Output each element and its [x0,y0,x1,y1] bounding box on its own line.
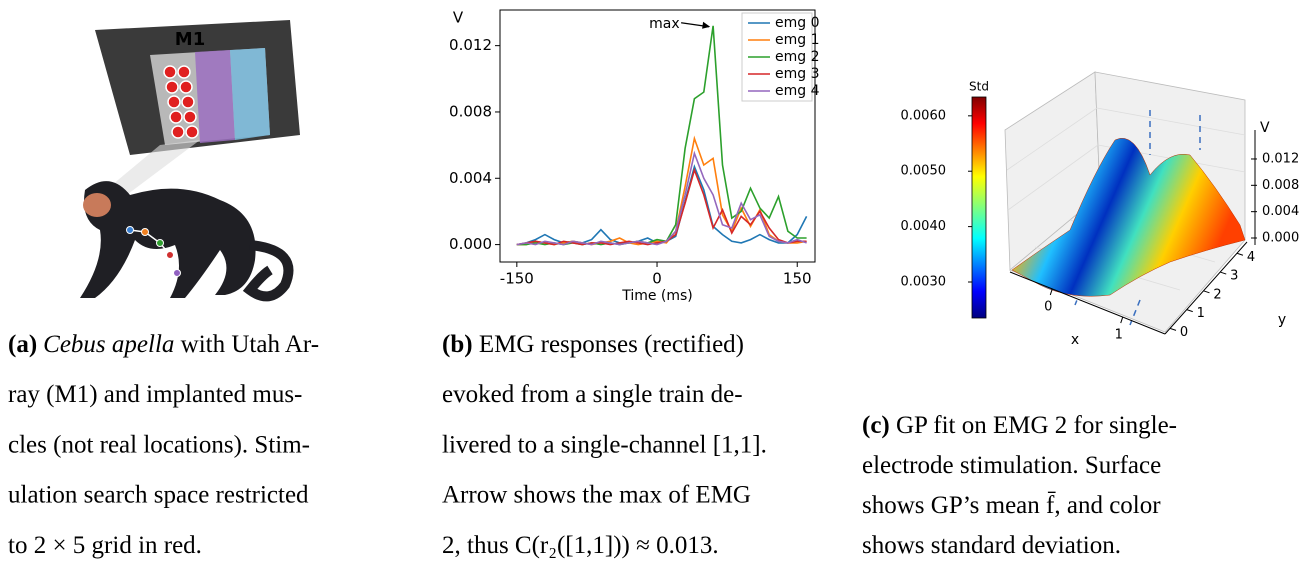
caption-line: (a) Cebus apella with Utah Ar- [8,331,319,358]
y-axis [1164,241,1248,335]
caption-label: (a) [8,331,37,358]
y-tick-label: 0.012 [449,36,492,54]
caption-line: livered to a single-channel [1,1]. [442,431,767,458]
series-line [516,164,808,246]
caption-line: cles (not real locations). Stim- [8,431,310,458]
caption-line: shows GP’s mean f̄, and color [862,491,1161,519]
y-axis-label: y [1278,312,1286,328]
caption-line: evoked from a single train de- [442,381,743,408]
caption-italic: Cebus apella [43,331,174,358]
caption-text: EMG responses (rectified) [473,331,744,358]
legend-label: emg 3 [775,66,820,82]
annotation-text: max [649,16,680,32]
caption-line: ulation search space restricted [8,482,309,509]
legend-label: emg 0 [775,15,820,31]
y-tick-label: 2 [1213,287,1221,302]
caption-text: with Utah Ar- [174,331,319,358]
array-region [230,48,270,140]
caption-line: 2, thus C(r₂([1,1])) ≈ 0.013. [442,532,719,559]
y-tick-label: 3 [1230,269,1238,284]
x-tick-label: 0 [652,270,662,288]
y-tick-label: 0 [1180,325,1188,340]
monkey-face [83,193,111,217]
colorbar-tick-label: 0.0040 [901,219,947,234]
stim-sites [163,65,199,139]
array-label: M1 [175,29,205,50]
caption-line: electrode stimulation. Surface [862,452,1161,479]
x-tick-label: -150 [500,270,534,288]
y-tick [1186,309,1193,313]
series-line [516,150,807,246]
gp-surface [1011,138,1246,297]
caption-line: ray (M1) and implanted mus- [8,381,302,408]
series-line [516,167,807,246]
colorbar-label: Std [969,80,989,94]
legend-label: emg 4 [775,83,820,99]
legend-label: emg 2 [775,49,820,65]
caption-text: GP fit on EMG 2 for single- [890,412,1177,439]
captions: (a) Cebus apella with Utah Ar-ray (M1) an… [8,331,1177,559]
y-tick [1220,271,1227,275]
annotation-arrowhead [702,21,711,29]
z-tick-label: 0.008 [1262,178,1299,193]
caption-line: shows standard deviation. [862,532,1121,559]
x-tick-label: 1 [1115,328,1123,343]
colorbar-tick-label: 0.0030 [901,274,947,289]
caption-line: (c) GP fit on EMG 2 for single- [862,412,1177,439]
y-tick-label: 0.004 [449,169,492,187]
y-tick-label: 0.008 [449,102,492,120]
series-line [516,135,807,246]
x-tick-label: 0 [1044,299,1052,314]
monkey-tail [242,240,294,302]
caption-label: (b) [442,331,473,358]
y-tick [1236,252,1244,256]
x-tick [1120,316,1124,324]
caption-label: (c) [862,412,890,439]
caption-line: Arrow shows the max of EMG [442,482,751,509]
colorbar-tick-label: 0.0050 [901,164,947,179]
x-tick-label: 150 [783,270,812,288]
zoom-cone [100,140,200,200]
colorbar [971,96,987,319]
z-axis-label: V [1260,120,1270,136]
illustration: M1 [80,20,300,302]
x-axis [1009,271,1166,335]
y-axis-label: V [453,9,464,27]
x-tick [1049,288,1053,296]
y-tick-label: 4 [1247,250,1255,265]
x-axis-label: x [1071,332,1079,348]
caption-line: to 2 × 5 grid in red. [8,532,202,559]
colorbar-tick-label: 0.0060 [901,108,947,123]
y-tick-label: 0.000 [449,235,492,253]
y-tick [1169,327,1177,331]
muscle-sites [126,226,181,277]
monkey [80,181,256,298]
legend-label: emg 1 [775,32,820,48]
z-tick-label: 0.000 [1262,231,1299,246]
y-tick [1203,290,1210,294]
z-tick-label: 0.012 [1262,151,1299,166]
caption-line: (b) EMG responses (rectified) [442,331,744,358]
y-tick-label: 1 [1197,306,1205,321]
array-region [195,50,235,143]
x-axis-label: Time (ms) [621,288,693,304]
z-tick-label: 0.004 [1262,204,1299,219]
